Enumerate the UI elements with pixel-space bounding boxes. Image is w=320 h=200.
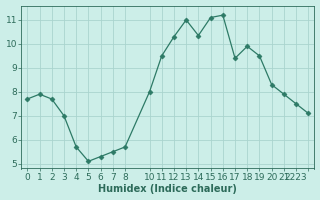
X-axis label: Humidex (Indice chaleur): Humidex (Indice chaleur) xyxy=(98,184,237,194)
